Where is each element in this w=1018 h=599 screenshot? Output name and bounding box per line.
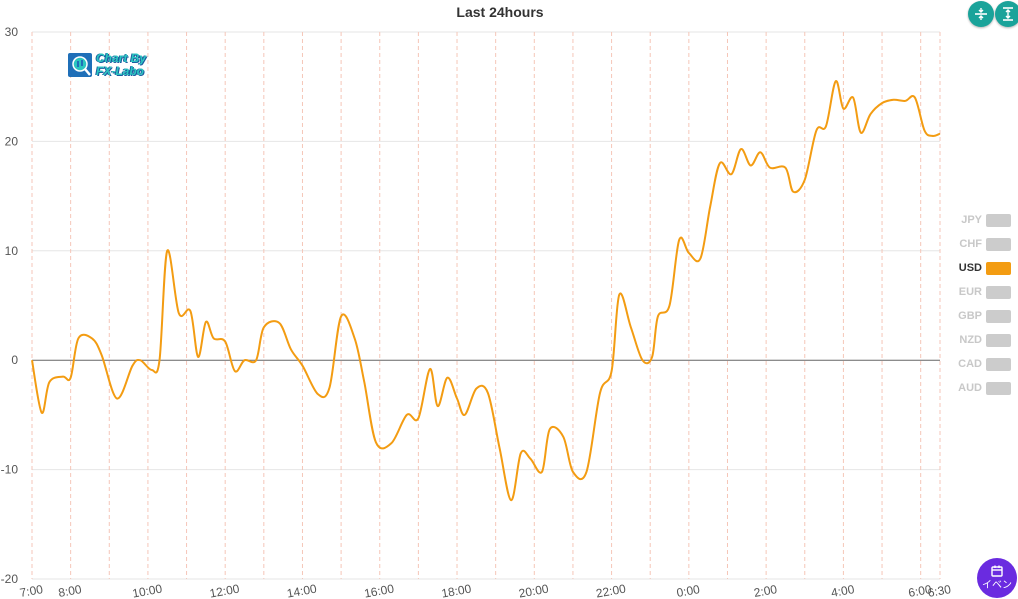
legend-item-chf[interactable]: CHF <box>940 232 1016 256</box>
y-tick-label: 0 <box>11 353 18 367</box>
legend-swatch <box>986 381 1011 395</box>
x-tick-label: 8:00 <box>57 582 83 599</box>
compress-vertical-icon <box>975 8 987 20</box>
x-tick-label: 6:30 <box>927 582 953 599</box>
y-tick-label: 10 <box>5 244 19 258</box>
legend-label: GBP <box>958 310 982 322</box>
series <box>31 80 941 502</box>
legend-swatch <box>986 357 1011 371</box>
legend-item-cad[interactable]: CAD <box>940 352 1016 376</box>
x-tick-label: 0:00 <box>675 582 701 599</box>
legend-label: CAD <box>958 358 982 370</box>
legend-swatch <box>986 333 1011 347</box>
tick-labels: 30 20 10 0 -10 -207:00 8:00 10:00 12:00 14:00 16:0… <box>1 25 953 599</box>
legend-swatch <box>986 261 1011 275</box>
x-tick-label: 7:00 <box>19 582 45 599</box>
legend-item-jpy[interactable]: JPY <box>940 208 1016 232</box>
expand-vertical-icon <box>1003 7 1013 21</box>
legend: JPY CHF USD EUR GBP NZD CAD AUD <box>940 208 1016 400</box>
event-button-label: イベン <box>982 579 1012 591</box>
legend-label: NZD <box>959 334 982 346</box>
chart-by-fxlabo-logo: Chart By FX-Labo <box>68 52 146 78</box>
logo-line-2: FX-Labo <box>96 64 144 78</box>
legend-item-gbp[interactable]: GBP <box>940 304 1016 328</box>
x-tick-label: 10:00 <box>131 582 163 599</box>
x-tick-label: 20:00 <box>518 582 550 599</box>
x-tick-label: 6:00 <box>907 582 933 599</box>
legend-label: USD <box>958 262 982 274</box>
legend-item-nzd[interactable]: NZD <box>940 328 1016 352</box>
series-line-usd <box>31 80 941 502</box>
x-tick-label: 16:00 <box>363 582 395 599</box>
logo-icon <box>68 53 92 77</box>
y-tick-label: -20 <box>1 572 19 586</box>
chart-title: Last 24hours <box>456 4 544 20</box>
y-tick-label: -10 <box>1 463 19 477</box>
logo-text: Chart By FX-Labo <box>96 52 146 78</box>
legend-label: EUR <box>958 286 982 298</box>
legend-item-eur[interactable]: EUR <box>940 280 1016 304</box>
logo-line-1: Chart By <box>96 51 147 65</box>
x-tick-label: 4:00 <box>830 582 856 599</box>
grid <box>31 31 941 580</box>
expand-vertical-button[interactable] <box>995 1 1018 27</box>
legend-swatch <box>986 285 1011 299</box>
x-tick-label: 18:00 <box>440 582 472 599</box>
legend-swatch <box>986 213 1011 227</box>
y-tick-label: 20 <box>5 134 19 148</box>
calendar-icon <box>991 565 1003 580</box>
x-tick-label: 2:00 <box>753 582 779 599</box>
x-tick-label: 14:00 <box>286 582 318 599</box>
legend-swatch <box>986 309 1011 323</box>
legend-item-aud[interactable]: AUD <box>940 376 1016 400</box>
legend-label: JPY <box>961 214 982 226</box>
y-tick-label: 30 <box>5 25 19 39</box>
x-tick-label: 12:00 <box>208 582 240 599</box>
legend-label: CHF <box>959 238 982 250</box>
legend-item-usd[interactable]: USD <box>940 256 1016 280</box>
legend-label: AUD <box>958 382 982 394</box>
legend-swatch <box>986 237 1011 251</box>
x-tick-label: 22:00 <box>595 582 627 599</box>
event-button[interactable]: イベン <box>977 558 1017 598</box>
compress-vertical-button[interactable] <box>968 1 994 27</box>
